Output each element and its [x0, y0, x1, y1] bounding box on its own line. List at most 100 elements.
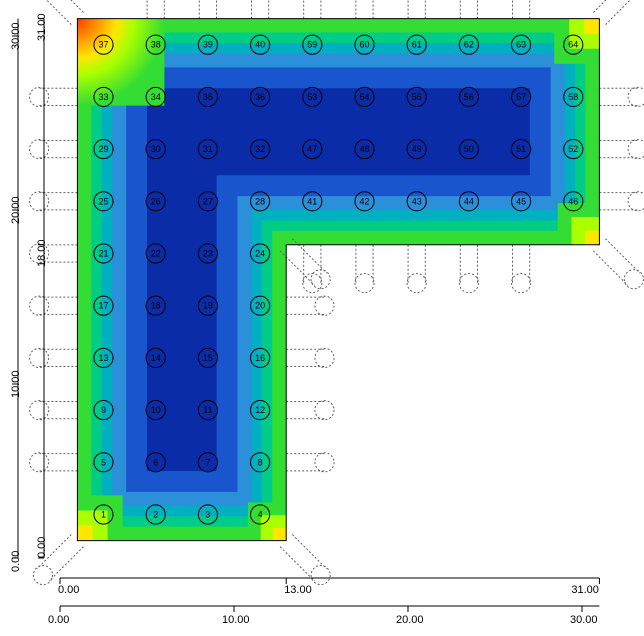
node-label: 49 — [412, 144, 422, 154]
washout-marker — [315, 296, 334, 315]
washout-marker — [512, 274, 531, 293]
node-label: 7 — [205, 457, 210, 467]
washout-marker — [624, 270, 643, 289]
washout-marker — [355, 274, 374, 293]
node-label: 59 — [307, 40, 317, 50]
node-label: 43 — [412, 196, 422, 206]
corner-warm — [584, 19, 599, 34]
washout-marker — [30, 348, 49, 367]
node-label: 26 — [151, 196, 161, 206]
node-label: 28 — [255, 196, 265, 206]
node-label: 47 — [307, 144, 317, 154]
node-label: 57 — [516, 92, 526, 102]
node-label: 22 — [151, 249, 161, 259]
washout-marker — [30, 140, 49, 159]
node-label: 34 — [151, 92, 161, 102]
plot-svg: 1234567891011121314151617181920212223242… — [0, 0, 644, 636]
washout-marker — [311, 270, 330, 289]
node-label: 25 — [98, 196, 108, 206]
axis-tick-label: 31.00 — [571, 584, 599, 596]
axis-tick-label: 20.00 — [10, 196, 22, 224]
node-label: 14 — [151, 353, 161, 363]
node-label: 21 — [98, 249, 108, 259]
node-label: 10 — [151, 405, 161, 415]
node-label: 36 — [255, 92, 265, 102]
washout-marker — [628, 140, 644, 159]
axis-tick-label: 30.00 — [10, 22, 22, 50]
washout-marker — [628, 87, 644, 106]
node-label: 32 — [255, 144, 265, 154]
node-label: 16 — [255, 353, 265, 363]
axis-tick-label: 0.00 — [36, 537, 48, 558]
washout-marker — [315, 401, 334, 420]
node-label: 6 — [153, 457, 158, 467]
node-label: 17 — [98, 301, 108, 311]
node-label: 53 — [307, 92, 317, 102]
node-label: 15 — [203, 353, 213, 363]
corner-warm — [77, 526, 92, 541]
washout-marker — [311, 565, 330, 584]
node-label: 8 — [258, 457, 263, 467]
washout-marker — [30, 453, 49, 472]
node-label: 35 — [203, 92, 213, 102]
node-label: 39 — [203, 40, 213, 50]
washout-marker — [30, 87, 49, 106]
node-label: 46 — [568, 196, 578, 206]
node-label: 63 — [516, 40, 526, 50]
washout-marker — [30, 401, 49, 420]
node-label: 42 — [359, 196, 369, 206]
axis-tick-label: 31.00 — [36, 13, 48, 41]
washout-marker — [628, 192, 644, 211]
washout-marker — [459, 274, 478, 293]
corner-warm — [585, 231, 599, 245]
node-label: 2 — [153, 510, 158, 520]
node-label: 52 — [568, 144, 578, 154]
node-label: 24 — [255, 249, 265, 259]
node-label: 18 — [151, 301, 161, 311]
corner-warm — [273, 528, 286, 541]
node-label: 11 — [203, 405, 212, 415]
node-label: 33 — [98, 92, 108, 102]
node-label: 58 — [568, 92, 578, 102]
node-label: 29 — [98, 144, 108, 154]
node-label: 48 — [359, 144, 369, 154]
axis-tick-label: 20.00 — [396, 614, 424, 626]
washout-marker — [315, 453, 334, 472]
node-label: 54 — [359, 92, 369, 102]
axis-tick-label: 18.00 — [36, 239, 48, 267]
axis-tick-label: 0.00 — [58, 584, 79, 596]
node-label: 23 — [203, 249, 213, 259]
node-label: 5 — [101, 457, 106, 467]
node-label: 19 — [203, 301, 213, 311]
axis-tick-label: 0.00 — [48, 614, 69, 626]
node-label: 1 — [101, 510, 106, 520]
node-label: 30 — [151, 144, 161, 154]
node-label: 41 — [307, 196, 317, 206]
node-label: 45 — [516, 196, 526, 206]
node-label: 27 — [203, 196, 213, 206]
axis-tick-label: 10.00 — [10, 370, 22, 398]
washout-marker — [33, 565, 52, 584]
washout-marker — [30, 296, 49, 315]
node-label: 20 — [255, 301, 265, 311]
node-label: 61 — [412, 40, 422, 50]
node-label: 12 — [255, 405, 265, 415]
node-label: 62 — [464, 40, 474, 50]
contour-plot-root: { "type": "contour-heatmap", "canvas": {… — [0, 0, 644, 636]
node-label: 56 — [464, 92, 474, 102]
node-label: 44 — [464, 196, 474, 206]
node-label: 40 — [255, 40, 265, 50]
node-label: 13 — [98, 353, 108, 363]
axis-tick-label: 0.00 — [10, 551, 22, 572]
axis-tick-label: 30.00 — [570, 614, 598, 626]
washout-marker — [407, 274, 426, 293]
node-label: 37 — [98, 40, 108, 50]
node-label: 55 — [412, 92, 422, 102]
node-label: 51 — [516, 144, 526, 154]
node-label: 3 — [205, 510, 210, 520]
node-label: 31 — [203, 144, 213, 154]
node-label: 50 — [464, 144, 474, 154]
node-label: 60 — [359, 40, 369, 50]
axis-tick-label: 13.00 — [284, 584, 312, 596]
node-label: 64 — [568, 40, 578, 50]
